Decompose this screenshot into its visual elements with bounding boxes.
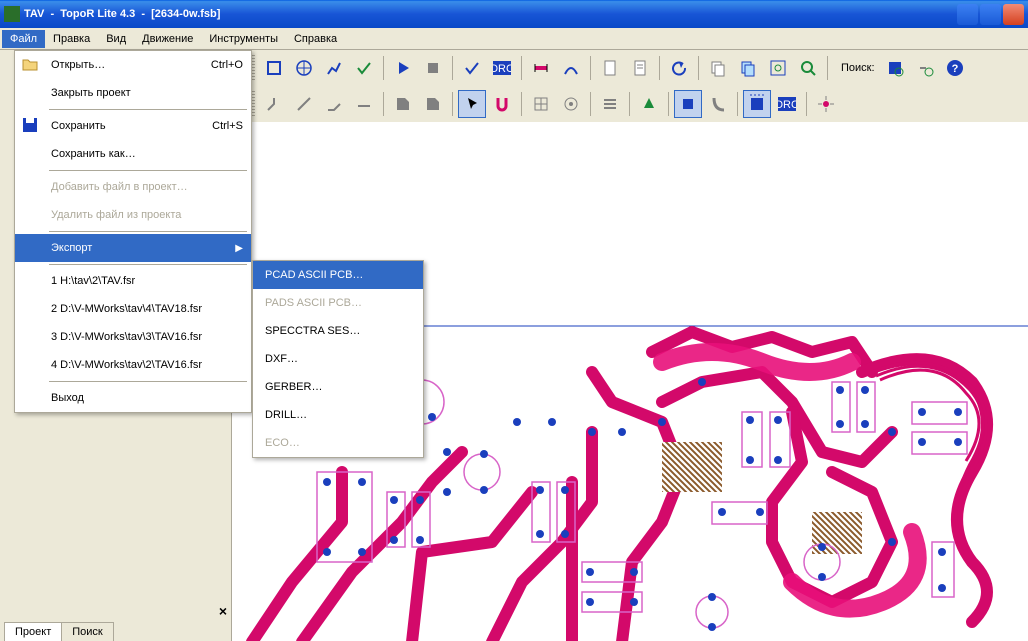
menu-item-recent-4[interactable]: 4 D:\V-MWorks\tav\2\TAV16.fsr <box>15 351 251 379</box>
svg-text:DRC: DRC <box>493 63 511 75</box>
menu-item-export[interactable]: Экспорт▶ <box>15 234 251 262</box>
tb2-list-icon[interactable] <box>596 90 624 118</box>
export-submenu: PCAD ASCII PCB… PADS ASCII PCB… SPECCTRA… <box>252 260 424 458</box>
menu-item-open[interactable]: Открыть…Ctrl+O <box>15 51 251 79</box>
tb-globe-icon[interactable] <box>290 54 318 82</box>
tb2-route4-icon[interactable] <box>350 90 378 118</box>
tb2-magnet-icon[interactable] <box>488 90 516 118</box>
tb-copy-icon[interactable] <box>704 54 732 82</box>
menu-view[interactable]: Вид <box>98 30 134 48</box>
menu-item-remove-file: Удалить файл из проекта <box>15 201 251 229</box>
export-eco: ECO… <box>253 429 423 457</box>
tb2-route1-icon[interactable] <box>260 90 288 118</box>
menu-item-recent-2[interactable]: 2 D:\V-MWorks\tav\4\TAV18.fsr <box>15 295 251 323</box>
tb-graph-icon[interactable] <box>320 54 348 82</box>
tb2-target-icon[interactable] <box>557 90 585 118</box>
maximize-button[interactable] <box>980 4 1001 25</box>
menu-item-recent-1[interactable]: 1 H:\tav\2\TAV.fsr <box>15 267 251 295</box>
title-doc: [2634-0w.fsb] <box>151 8 220 20</box>
tb-layers-icon[interactable] <box>734 54 762 82</box>
tb2-chip2-icon[interactable] <box>743 90 771 118</box>
menu-item-close-project[interactable]: Закрыть проект <box>15 79 251 107</box>
app-icon <box>4 6 20 22</box>
tb-arc-icon[interactable] <box>557 54 585 82</box>
menu-edit[interactable]: Правка <box>45 30 98 48</box>
tb-check2-icon[interactable] <box>458 54 486 82</box>
svg-text:DRC: DRC <box>778 99 796 111</box>
panel-close-icon[interactable]: × <box>219 603 227 619</box>
minimize-button[interactable] <box>957 4 978 25</box>
tb-script-icon[interactable] <box>626 54 654 82</box>
tb-search-chip-icon[interactable] <box>881 54 909 82</box>
tb-doc-icon[interactable] <box>596 54 624 82</box>
tb-check-icon[interactable] <box>350 54 378 82</box>
svg-text:?: ? <box>951 63 958 75</box>
tb2-route2-icon[interactable] <box>290 90 318 118</box>
menu-item-save[interactable]: СохранитьCtrl+S <box>15 112 251 140</box>
menu-item-recent-3[interactable]: 3 D:\V-MWorks\tav\3\TAV16.fsr <box>15 323 251 351</box>
tb-help-icon[interactable]: ? <box>941 54 969 82</box>
close-button[interactable] <box>1003 4 1024 25</box>
tb2-cursor-icon[interactable] <box>458 90 486 118</box>
export-gerber[interactable]: GERBER… <box>253 373 423 401</box>
menu-file[interactable]: Файл <box>2 30 45 48</box>
tb2-chip1-icon[interactable] <box>674 90 702 118</box>
menu-bar: Файл Правка Вид Движение Инструменты Спр… <box>0 28 1028 50</box>
tb2-probe-icon[interactable] <box>812 90 840 118</box>
tb-stop-icon[interactable] <box>419 54 447 82</box>
search-label: Поиск: <box>841 62 875 74</box>
tb-width-icon[interactable] <box>527 54 555 82</box>
tb-drc-icon[interactable]: DRC <box>488 54 516 82</box>
menu-tools[interactable]: Инструменты <box>201 30 286 48</box>
tb-zoom-fit-icon[interactable] <box>764 54 792 82</box>
export-pcad-ascii[interactable]: PCAD ASCII PCB… <box>253 261 423 289</box>
menu-item-add-file: Добавить файл в проект… <box>15 173 251 201</box>
menu-item-exit[interactable]: Выход <box>15 384 251 412</box>
tb2-tag1-icon[interactable] <box>389 90 417 118</box>
export-pads-ascii: PADS ASCII PCB… <box>253 289 423 317</box>
tb-play-icon[interactable] <box>389 54 417 82</box>
export-drill[interactable]: DRILL… <box>253 401 423 429</box>
tb2-grid-icon[interactable] <box>527 90 555 118</box>
menu-motion[interactable]: Движение <box>134 30 201 48</box>
save-icon <box>21 116 41 136</box>
tb-chip-icon[interactable] <box>260 54 288 82</box>
panel-tab-project[interactable]: Проект <box>4 622 62 641</box>
submenu-arrow-icon: ▶ <box>235 243 243 254</box>
tb2-tree-icon[interactable] <box>635 90 663 118</box>
export-dxf[interactable]: DXF… <box>253 345 423 373</box>
title-app: TAV <box>24 8 44 20</box>
tb-search-net-icon[interactable] <box>911 54 939 82</box>
title-bar: TAV - TopoR Lite 4.3 - [2634-0w.fsb] <box>0 0 1028 28</box>
tb2-drc2-icon[interactable]: DRC <box>773 90 801 118</box>
file-menu-dropdown: Открыть…Ctrl+O Закрыть проект СохранитьC… <box>14 50 252 413</box>
open-icon <box>21 55 41 75</box>
panel-tab-search[interactable]: Поиск <box>61 622 113 641</box>
menu-item-save-as[interactable]: Сохранить как… <box>15 140 251 168</box>
menu-help[interactable]: Справка <box>286 30 345 48</box>
tb2-tag2-icon[interactable] <box>419 90 447 118</box>
tb-undo-icon[interactable] <box>665 54 693 82</box>
title-product: TopoR Lite 4.3 <box>60 8 135 20</box>
tb-zoom-icon[interactable] <box>794 54 822 82</box>
export-specctra[interactable]: SPECCTRA SES… <box>253 317 423 345</box>
tb2-phone-icon[interactable] <box>704 90 732 118</box>
tb2-route3-icon[interactable] <box>320 90 348 118</box>
